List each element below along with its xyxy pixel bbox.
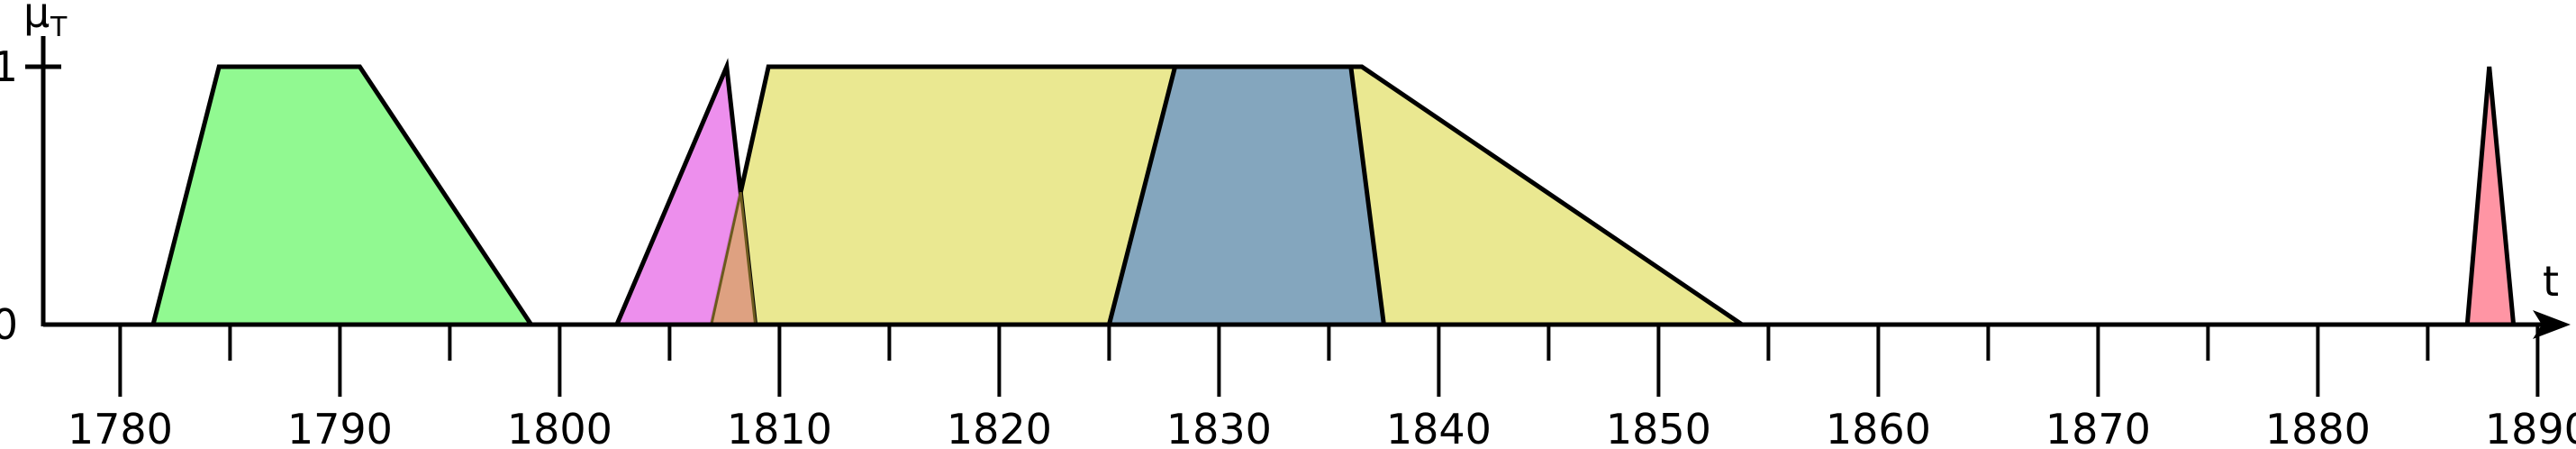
series-area-1	[150, 64, 536, 327]
x-tick-label-1830: 1830	[1166, 405, 1272, 449]
x-tick-label-1840: 1840	[1386, 405, 1492, 449]
x-tick-label-1810: 1810	[727, 405, 832, 449]
ticks	[25, 64, 2540, 397]
x-tick-label-1870: 1870	[2045, 405, 2151, 449]
x-tick-label-1890: 1890	[2485, 405, 2576, 449]
axes	[41, 36, 2571, 339]
x-tick-label-1880: 1880	[2265, 405, 2371, 449]
x-tick-label-1790: 1790	[287, 405, 393, 449]
y-tick-label-0: 0	[0, 300, 18, 349]
x-axis-arrow	[2533, 310, 2571, 339]
x-tick-label-1820: 1820	[947, 405, 1052, 449]
membership-areas	[150, 58, 2517, 327]
y-axis-label: μ	[23, 0, 50, 37]
x-tick-label-1800: 1800	[507, 405, 612, 449]
x-tick-label-1780: 1780	[68, 405, 173, 449]
x-axis-label: t	[2543, 257, 2559, 306]
y-tick-label-1: 1	[0, 42, 18, 91]
series-area-5	[2464, 66, 2517, 327]
x-tick-label-1860: 1860	[1826, 405, 1931, 449]
x-tick-label-1850: 1850	[1606, 405, 1711, 449]
y-axis-label-subscript: T	[50, 12, 68, 43]
